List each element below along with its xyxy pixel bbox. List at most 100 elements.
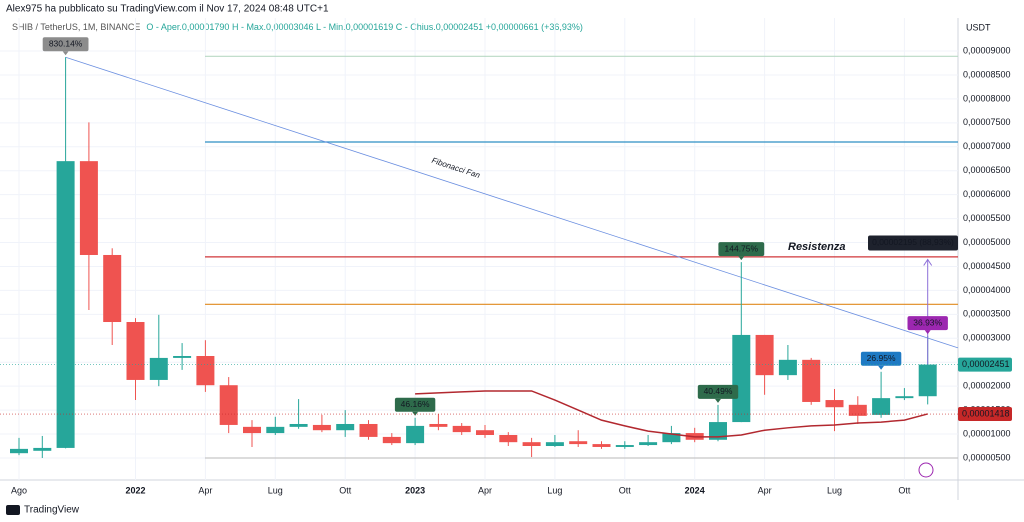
annotation-pointer — [924, 330, 931, 335]
currency: USDT — [966, 22, 991, 32]
moving-average — [415, 390, 928, 438]
y-tick-label: 0,00006000 — [963, 189, 1011, 199]
measure-arrowhead — [923, 258, 933, 266]
x-tick-label: Lug — [547, 485, 562, 495]
candle-body — [126, 322, 145, 380]
annotation-label: 144.75% — [725, 243, 759, 253]
x-tick-label: Ott — [339, 485, 352, 495]
price-tag-label: 0,00001418 — [962, 408, 1010, 418]
x-tick-label: Lug — [268, 485, 283, 495]
annotation-box — [907, 316, 948, 331]
x-tick-label: Ott — [898, 485, 911, 495]
candle-body — [312, 424, 331, 431]
ohlc: O - Aper.0,00001790 H - Max.0,00003046 L… — [146, 22, 582, 32]
y-tick-label: 0,00007000 — [963, 141, 1011, 151]
candle-body — [639, 442, 658, 446]
annotation-box — [718, 242, 765, 257]
annotation-pointer — [412, 411, 419, 416]
candle-body — [243, 426, 261, 434]
candle-body — [918, 364, 937, 397]
y-tick-label: 0,00004500 — [963, 261, 1011, 271]
candle-body — [103, 254, 122, 323]
x-tick-label: 2023 — [405, 485, 425, 495]
y-tick-label: 0,00005000 — [963, 237, 1011, 247]
alert-icon — [918, 462, 934, 478]
line-label: Resistenza — [788, 241, 845, 253]
attribution: Alex975 ha pubblicato su TradingView.com… — [6, 4, 329, 15]
candle-body — [266, 426, 285, 434]
x-tick-label: Lug — [827, 485, 842, 495]
annotation-pointer — [738, 256, 745, 261]
logo — [6, 505, 20, 515]
candle-body — [802, 359, 821, 402]
y-tick-label: 0,00006500 — [963, 165, 1011, 175]
annotation-label: 830.14% — [49, 39, 83, 49]
x-tick-label: Ott — [619, 485, 632, 495]
y-tick-label: 0,00005500 — [963, 213, 1011, 223]
y-tick-label: 0,00002000 — [963, 381, 1011, 391]
candle-body — [196, 356, 215, 386]
candle-body — [522, 442, 541, 447]
annotation-pointer — [878, 365, 885, 370]
candle-body — [872, 398, 891, 415]
fan-line — [65, 56, 959, 349]
candle-body — [615, 445, 634, 447]
candle-body — [149, 357, 168, 380]
y-tick-label: 0,00009000 — [963, 45, 1011, 55]
candle-body — [289, 423, 308, 427]
annotation-box — [394, 397, 436, 412]
candle-body — [359, 423, 378, 437]
candle-body — [406, 425, 425, 444]
candle-body — [10, 448, 28, 454]
y-tick-label: 0,00007500 — [963, 117, 1011, 127]
y-tick-label: 0,00008500 — [963, 69, 1011, 79]
annotation-box — [697, 384, 739, 399]
candle-body — [755, 334, 774, 376]
y-tick-label: 0,00004000 — [963, 285, 1011, 295]
annotation-box — [860, 351, 902, 366]
candle-body — [452, 425, 471, 433]
candle-body — [476, 430, 494, 435]
measure-box — [868, 235, 958, 251]
y-tick-label: 0,00000500 — [963, 452, 1011, 462]
measure-label: 0,00002195 (88,93%) — [872, 237, 954, 247]
price-tag — [958, 407, 1012, 422]
annotation-pointer — [62, 51, 69, 56]
candle-body — [382, 436, 401, 444]
x-tick-label: 2024 — [685, 485, 705, 495]
price-tag-label: 0,00002451 — [962, 359, 1010, 369]
annotation-label: 46.16% — [401, 399, 430, 409]
symbol: SHIB / TetherUS, 1M, BINANCE — [12, 22, 140, 32]
x-tick-label: 2022 — [125, 485, 145, 495]
annotation-box — [42, 37, 89, 52]
y-tick-label: 0,00001000 — [963, 428, 1011, 438]
candle-body — [709, 422, 727, 440]
candle-body — [33, 447, 52, 451]
y-tick-label: 0,00003500 — [963, 309, 1011, 319]
candle-body — [79, 161, 98, 255]
annotation-label: 40.49% — [704, 386, 733, 396]
candle-body — [592, 444, 611, 447]
candle-body — [895, 396, 914, 399]
x-tick-label: Apr — [758, 485, 772, 495]
candle-body — [219, 385, 238, 425]
candle-body — [778, 359, 797, 376]
candle-body — [569, 441, 588, 445]
x-tick-label: Apr — [478, 485, 492, 495]
legend-line: SHIB / TetherUS, 1M, BINANCE O - Aper.0,0… — [12, 22, 583, 32]
candle-body — [848, 404, 867, 416]
candle-body — [545, 442, 564, 447]
candle-body — [429, 423, 448, 427]
price-tag — [958, 357, 1012, 372]
candle-body — [825, 400, 844, 408]
candle-body — [662, 433, 681, 443]
x-tick-label: Ago — [11, 485, 27, 495]
candle-body — [732, 334, 751, 423]
y-tick-label: 0,00003000 — [963, 333, 1011, 343]
candle-body — [173, 356, 192, 358]
candle-body — [56, 161, 75, 448]
annotation-label: 26.95% — [867, 353, 896, 363]
x-tick-label: Apr — [198, 485, 212, 495]
